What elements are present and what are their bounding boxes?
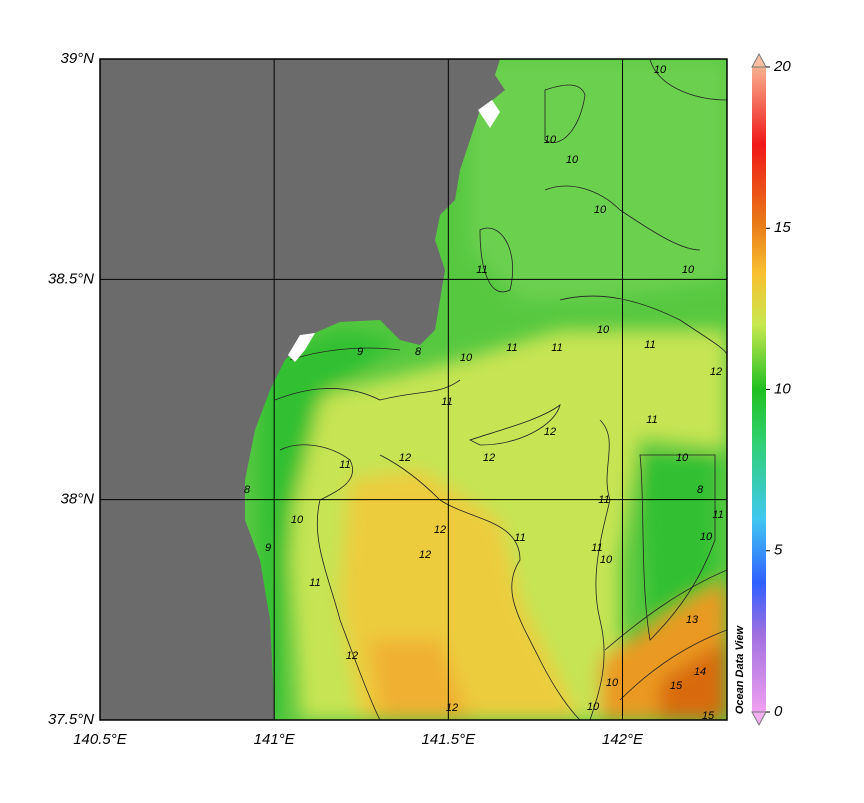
contour-label: 11	[551, 342, 562, 354]
colorbar-tick-label: 5	[774, 542, 783, 559]
x-tick-label: 141°E	[254, 731, 296, 748]
contour-label: 12	[346, 650, 358, 662]
land	[100, 59, 505, 720]
colorbar-tick-label: 20	[773, 58, 791, 75]
land-patch	[288, 333, 315, 362]
contour-label: 10	[566, 154, 579, 166]
contour-label: 10	[682, 264, 695, 276]
colorbar-tick-label: 0	[774, 703, 783, 720]
contour-label: 11	[441, 396, 452, 408]
field-warmer	[370, 640, 470, 720]
contour-label: 12	[483, 452, 495, 464]
contour-label: 11	[339, 459, 350, 471]
contour-label: 15	[702, 710, 715, 722]
contour-label: 11	[506, 342, 517, 354]
contour-label: 13	[686, 614, 699, 626]
field-cold	[640, 455, 715, 640]
contour-label: 11	[598, 494, 609, 506]
contour-label: 12	[446, 702, 458, 714]
colorbar: Ocean Data View	[734, 52, 767, 727]
contour-label: 9	[265, 542, 271, 554]
field-north	[470, 60, 727, 300]
temperature-field	[260, 60, 727, 720]
y-tick-label: 38.5°N	[48, 270, 94, 287]
colorbar-bottom-arrow	[751, 711, 767, 727]
colorbar-ticks: 0 5 10 15 20	[766, 58, 791, 720]
watermark: Ocean Data View	[734, 624, 746, 714]
contour-label: 10	[654, 64, 667, 76]
contours	[274, 59, 727, 720]
y-tick-label: 39°N	[60, 50, 94, 67]
contour-label: 10	[606, 677, 619, 689]
contour-label: 12	[399, 452, 411, 464]
contour-label: 8	[244, 484, 251, 496]
land-patch	[478, 100, 500, 128]
contour-label: 11	[514, 532, 525, 544]
contour-label: 11	[309, 577, 320, 589]
contour-label: 10	[544, 134, 557, 146]
x-tick-label: 141.5°E	[422, 731, 477, 748]
contour-label: 10	[676, 452, 689, 464]
x-tick-label: 140.5°E	[73, 731, 128, 748]
map-frame	[99, 58, 728, 721]
contour-label: 11	[644, 339, 655, 351]
contour-label: 11	[591, 542, 602, 554]
contour-label: 12	[710, 366, 722, 378]
y-tick-label: 38°N	[60, 491, 94, 508]
contour-label: 10	[700, 531, 713, 543]
contour-label: 12	[544, 426, 556, 438]
contour-label: 11	[476, 264, 487, 276]
contour-label: 8	[697, 484, 704, 496]
contour-label: 11	[646, 414, 657, 426]
contour-label: 10	[594, 204, 607, 216]
contour-label: 8	[415, 346, 422, 358]
contour-label: 9	[357, 346, 363, 358]
contour-label: 15	[670, 680, 683, 692]
axes: 140.5°E 141°E 141.5°E 142°E 39°N 38.5°N 38°N 37…	[48, 50, 644, 748]
x-tick-label: 142°E	[602, 731, 644, 748]
y-tick-label: 37.5°N	[48, 711, 94, 728]
contour-label: 10	[291, 514, 304, 526]
contour-label: 12	[419, 549, 431, 561]
contour-label: 10	[597, 324, 610, 336]
field-offshore-hot	[660, 640, 727, 720]
contour-label: 10	[460, 352, 473, 364]
grid	[100, 59, 727, 720]
contour-label: 12	[434, 524, 446, 536]
contour-label: 11	[712, 509, 723, 521]
field-coastal	[260, 330, 400, 720]
contour-label: 10	[587, 701, 600, 713]
colorbar-top-arrow	[751, 52, 767, 68]
colorbar-tick-label: 15	[774, 219, 791, 236]
colorbar-scale	[752, 67, 766, 712]
contour-label: 14	[694, 666, 706, 678]
contour-label: 10	[600, 554, 613, 566]
colorbar-tick-label: 10	[774, 380, 791, 397]
